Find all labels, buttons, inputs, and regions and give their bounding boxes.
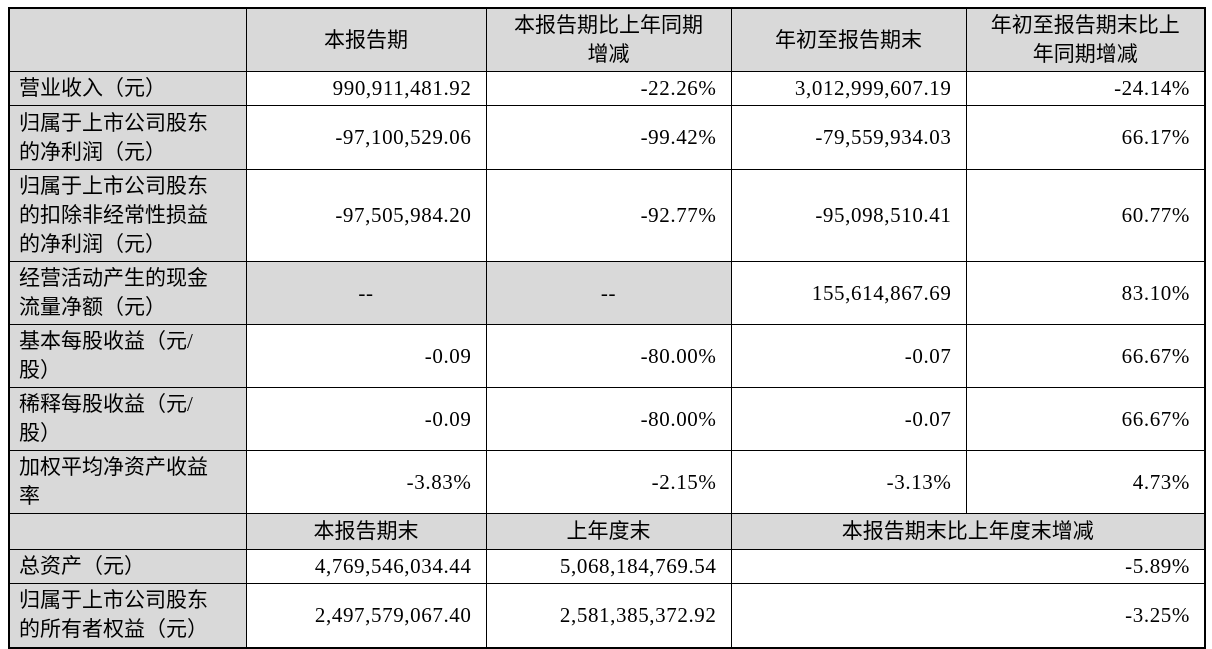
cell-total-assets-period-end: 4,769,546,034.44	[245, 549, 487, 584]
cell-cash-flow-current-na: --	[245, 261, 487, 325]
row-label-diluted-eps: 稀释每股收益（元/ 股）	[8, 387, 247, 451]
row-label-basic-eps: 基本每股收益（元/ 股）	[8, 324, 247, 388]
cell-roe-ytd: -3.13%	[730, 450, 967, 514]
row-diluted-eps: 稀释每股收益（元/ 股） -0.09 -80.00% -0.07 66.67%	[8, 387, 1206, 451]
col-header-prior-year-end: 上年度末	[485, 513, 732, 550]
cell-diluted-eps-yoy: -80.00%	[485, 387, 732, 451]
cell-basic-eps-current: -0.09	[245, 324, 487, 388]
row-equity: 归属于上市公司股东 的所有者权益（元） 2,497,579,067.40 2,5…	[8, 583, 1206, 648]
row-operating-cash-flow: 经营活动产生的现金 流量净额（元） -- -- 155,614,867.69 8…	[8, 261, 1206, 325]
corner-cell	[8, 7, 247, 72]
corner-cell-2	[8, 513, 247, 550]
row-label-total-assets: 总资产（元）	[8, 549, 247, 584]
cell-revenue-yoy: -22.26%	[485, 71, 732, 106]
row-label-weighted-avg-roe: 加权平均净资产收益 率	[8, 450, 247, 514]
cell-equity-change: -3.25%	[730, 583, 1206, 648]
cell-basic-eps-ytd-yoy: 66.67%	[965, 324, 1206, 388]
cell-cash-flow-ytd-yoy: 83.10%	[965, 261, 1206, 325]
row-total-assets: 总资产（元） 4,769,546,034.44 5,068,184,769.54…	[8, 549, 1206, 584]
cell-net-profit-excl-ytd-yoy: 60.77%	[965, 169, 1206, 262]
col-header-period-end-change: 本报告期末比上年度末增减	[730, 513, 1206, 550]
cell-basic-eps-yoy: -80.00%	[485, 324, 732, 388]
cell-cash-flow-ytd: 155,614,867.69	[730, 261, 967, 325]
cell-net-profit-ytd-yoy: 66.17%	[965, 105, 1206, 170]
cell-revenue-current: 990,911,481.92	[245, 71, 487, 106]
financial-summary-table: 本报告期 本报告期比上年同期 增减 年初至报告期末 年初至报告期末比上 年同期增…	[8, 7, 1206, 649]
row-label-net-profit: 归属于上市公司股东 的净利润（元）	[8, 105, 247, 170]
row-label-net-profit-excl: 归属于上市公司股东 的扣除非经常性损益 的净利润（元）	[8, 169, 247, 262]
cell-net-profit-ytd: -79,559,934.03	[730, 105, 967, 170]
cell-diluted-eps-ytd-yoy: 66.67%	[965, 387, 1206, 451]
cell-net-profit-current: -97,100,529.06	[245, 105, 487, 170]
cell-roe-current: -3.83%	[245, 450, 487, 514]
cell-roe-ytd-yoy: 4.73%	[965, 450, 1206, 514]
cell-basic-eps-ytd: -0.07	[730, 324, 967, 388]
cell-diluted-eps-current: -0.09	[245, 387, 487, 451]
cell-net-profit-excl-yoy: -92.77%	[485, 169, 732, 262]
row-net-profit-excl-nonrecurring: 归属于上市公司股东 的扣除非经常性损益 的净利润（元） -97,505,984.…	[8, 169, 1206, 262]
row-label-equity: 归属于上市公司股东 的所有者权益（元）	[8, 583, 247, 648]
col-header-period-end: 本报告期末	[245, 513, 487, 550]
cell-revenue-ytd-yoy: -24.14%	[965, 71, 1206, 106]
cell-diluted-eps-ytd: -0.07	[730, 387, 967, 451]
col-header-current-period-yoy: 本报告期比上年同期 增减	[485, 7, 732, 72]
row-basic-eps: 基本每股收益（元/ 股） -0.09 -80.00% -0.07 66.67%	[8, 324, 1206, 388]
cell-net-profit-excl-current: -97,505,984.20	[245, 169, 487, 262]
col-header-current-period: 本报告期	[245, 7, 487, 72]
cell-net-profit-yoy: -99.42%	[485, 105, 732, 170]
cell-net-profit-excl-ytd: -95,098,510.41	[730, 169, 967, 262]
col-header-ytd: 年初至报告期末	[730, 7, 967, 72]
col-header-ytd-yoy: 年初至报告期末比上 年同期增减	[965, 7, 1206, 72]
cell-total-assets-prior-year-end: 5,068,184,769.54	[485, 549, 732, 584]
cell-equity-period-end: 2,497,579,067.40	[245, 583, 487, 648]
cell-cash-flow-yoy-na: --	[485, 261, 732, 325]
cell-equity-prior-year-end: 2,581,385,372.92	[485, 583, 732, 648]
row-weighted-avg-roe: 加权平均净资产收益 率 -3.83% -2.15% -3.13% 4.73%	[8, 450, 1206, 514]
header-row-period: 本报告期 本报告期比上年同期 增减 年初至报告期末 年初至报告期末比上 年同期增…	[8, 7, 1206, 72]
row-revenue: 营业收入（元） 990,911,481.92 -22.26% 3,012,999…	[8, 71, 1206, 106]
cell-total-assets-change: -5.89%	[730, 549, 1206, 584]
row-label-revenue: 营业收入（元）	[8, 71, 247, 106]
cell-roe-yoy: -2.15%	[485, 450, 732, 514]
row-net-profit: 归属于上市公司股东 的净利润（元） -97,100,529.06 -99.42%…	[8, 105, 1206, 170]
row-label-operating-cash-flow: 经营活动产生的现金 流量净额（元）	[8, 261, 247, 325]
header-row-period-end: 本报告期末 上年度末 本报告期末比上年度末增减	[8, 513, 1206, 550]
cell-revenue-ytd: 3,012,999,607.19	[730, 71, 967, 106]
